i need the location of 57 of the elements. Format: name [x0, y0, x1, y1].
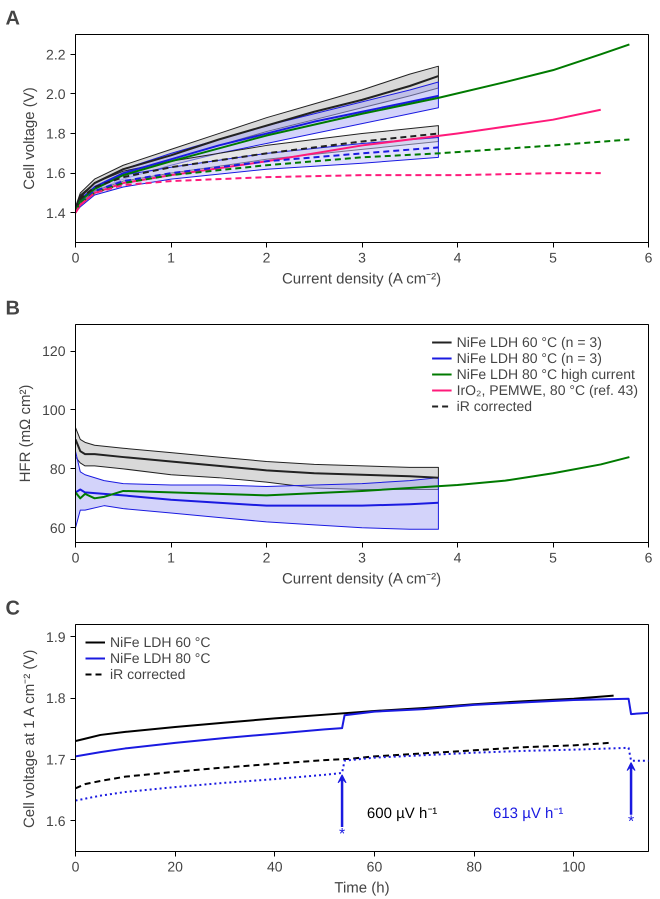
legend-label: NiFe LDH 60 °C: [110, 634, 211, 650]
y-tick-label: 60: [50, 520, 66, 536]
y-tick-label: 120: [42, 343, 66, 360]
x-tick-label: 2: [262, 250, 271, 266]
y-tick-label: 1.6: [46, 165, 66, 182]
x-tick-label: 0: [72, 550, 80, 566]
x-tick-label: 6: [644, 250, 653, 266]
line-series: [76, 456, 630, 500]
x-tick-label: 40: [267, 858, 283, 874]
y-axis-title: Cell voltage at 1 A cm⁻² (V): [21, 650, 38, 828]
legend-label: NiFe LDH 80 °C high current: [456, 366, 635, 382]
x-tick-label: 80: [466, 858, 482, 874]
x-tick-label: 1: [167, 550, 176, 566]
legend-label: NiFe LDH 60 °C (n = 3): [456, 334, 602, 350]
y-tick-label: 1.4: [46, 204, 66, 221]
x-axis-title: Current density (A cm⁻²): [282, 570, 442, 588]
y-tick-label: 1.8: [46, 690, 66, 706]
x-tick-label: 3: [358, 250, 366, 266]
line-series: [76, 698, 648, 758]
x-tick-label: 5: [549, 250, 558, 266]
y-tick-label: 2.0: [46, 86, 66, 102]
x-axis-title: Current density (A cm⁻²): [282, 270, 442, 288]
chart-title: A: [6, 8, 20, 30]
legend-label: iR corrected: [456, 398, 532, 414]
x-tick-label: 60: [366, 858, 382, 874]
x-tick-label: 5: [549, 550, 558, 566]
annotation: *: [628, 814, 634, 831]
y-tick-label: 1.6: [46, 812, 66, 829]
annotation: 613 µV h⁻¹: [492, 804, 564, 822]
y-tick-label: 100: [42, 402, 66, 418]
y-axis-title: Cell voltage (V): [21, 87, 38, 190]
legend-label: IrO₂, PEMWE, 80 °C (ref. 43): [456, 382, 638, 398]
x-tick-label: 100: [562, 858, 586, 874]
x-axis-title: Time (h): [334, 880, 390, 896]
annotation: *: [338, 826, 346, 843]
y-tick-label: 1.8: [46, 126, 66, 142]
x-tick-label: 20: [167, 858, 184, 874]
y-tick-label: 80: [50, 460, 66, 477]
y-tick-label: 2.2: [46, 46, 66, 62]
x-tick-label: 0: [72, 858, 80, 874]
x-tick-label: 3: [358, 550, 366, 566]
chart-title: B: [6, 298, 20, 320]
y-tick-label: 1.7: [46, 751, 66, 768]
legend-label: iR corrected: [110, 666, 186, 682]
line-series: [76, 746, 648, 802]
legend-label: NiFe LDH 80 °C (n = 3): [456, 350, 602, 366]
y-axis-title: HFR (mΩ cm²): [17, 384, 34, 482]
x-tick-label: 0: [72, 250, 80, 266]
y-tick-label: 1.9: [46, 628, 66, 645]
legend-label: NiFe LDH 80 °C: [110, 650, 211, 666]
x-tick-label: 4: [454, 250, 462, 266]
x-tick-label: 6: [644, 550, 653, 566]
x-tick-label: 2: [262, 550, 271, 566]
chart-title: C: [6, 598, 20, 620]
annotation: 600 µV h⁻¹: [366, 804, 438, 822]
x-tick-label: 4: [454, 550, 462, 566]
x-tick-label: 1: [167, 250, 176, 266]
